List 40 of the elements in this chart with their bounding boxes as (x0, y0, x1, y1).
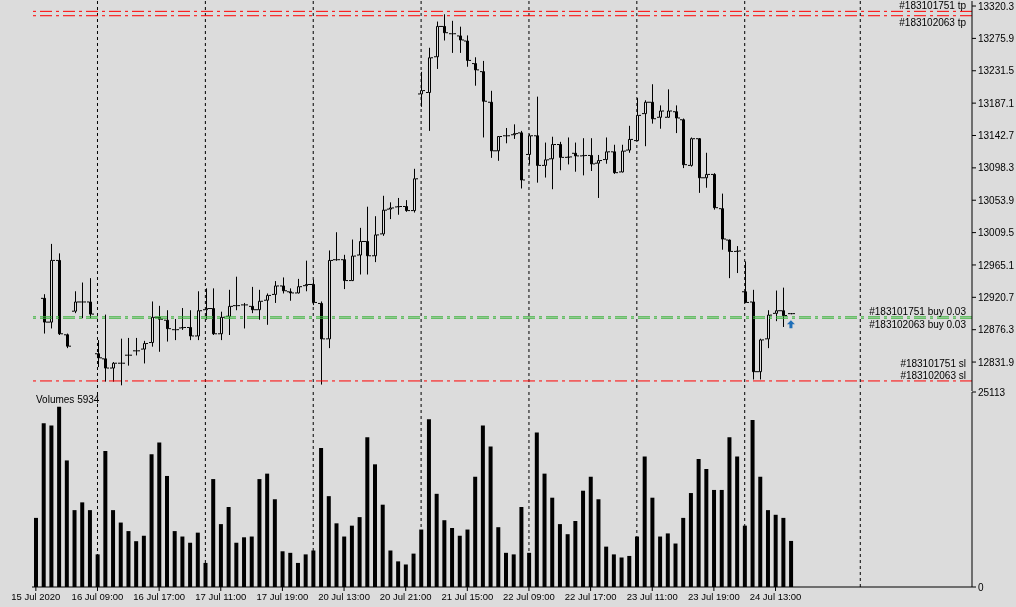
candlestick (163, 309, 172, 343)
y-tick-label: 13275.9 (978, 32, 1015, 44)
x-tick-label: 17 Jul 11:00 (195, 590, 247, 602)
x-tick-label: 16 Jul 09:00 (71, 590, 124, 602)
y-tick-label: 13231.5 (978, 65, 1015, 77)
y-tick-label: 13187.1 (978, 97, 1015, 109)
y-tick-label: 13320.3 (978, 0, 1015, 12)
candlestick (471, 56, 480, 87)
y-tick-label: 25113 (978, 386, 1006, 398)
candlestick (656, 104, 665, 130)
ref-line-label: #183102063 tp (899, 16, 967, 28)
x-tick-label: 20 Jul 21:00 (379, 590, 432, 602)
annotation: #183101751 sl (900, 357, 966, 370)
x-tick-label: 16 Jul 17:00 (133, 590, 186, 602)
x-tick-label: 21 Jul 15:00 (441, 590, 494, 602)
y-tick-label: 12876.3 (978, 324, 1015, 336)
ref-line-label: #183102063 sl (900, 369, 966, 381)
x-tick-label: 22 Jul 09:00 (503, 590, 555, 602)
x-tick-label: 15 Jul 2020 (11, 590, 61, 602)
chart-title: Volumes 5934 (36, 394, 100, 406)
candlestick (225, 289, 234, 336)
candlestick (140, 340, 149, 364)
y-tick-label: 12965.1 (978, 259, 1015, 271)
y-tick-label: 13142.7 (978, 130, 1015, 142)
y-tick-label: 0 (978, 581, 984, 593)
y-tick-label: 12920.7 (978, 291, 1015, 303)
y-tick-label: 12831.9 (978, 356, 1015, 368)
x-tick-label: 23 Jul 11:00 (626, 590, 678, 602)
x-tick-label: 24 Jul 13:00 (749, 590, 802, 602)
y-tick-label: 13098.3 (978, 162, 1015, 174)
ref-line-label: #183102063 buy 0.03 (869, 319, 967, 331)
candlestick (263, 292, 272, 326)
x-tick-label: 23 Jul 19:00 (688, 590, 740, 602)
ref-line-label: #183101751 tp (899, 0, 967, 12)
x-tick-label: 20 Jul 13:00 (318, 590, 370, 602)
x-tick-label: 17 Jul 19:00 (256, 590, 309, 602)
x-tick-label: 22 Jul 17:00 (564, 590, 617, 602)
y-tick-label: 13053.9 (978, 194, 1015, 206)
ref-line-label: #183101751 buy 0.03 (869, 305, 967, 317)
y-tick-label: 13009.5 (978, 227, 1015, 239)
